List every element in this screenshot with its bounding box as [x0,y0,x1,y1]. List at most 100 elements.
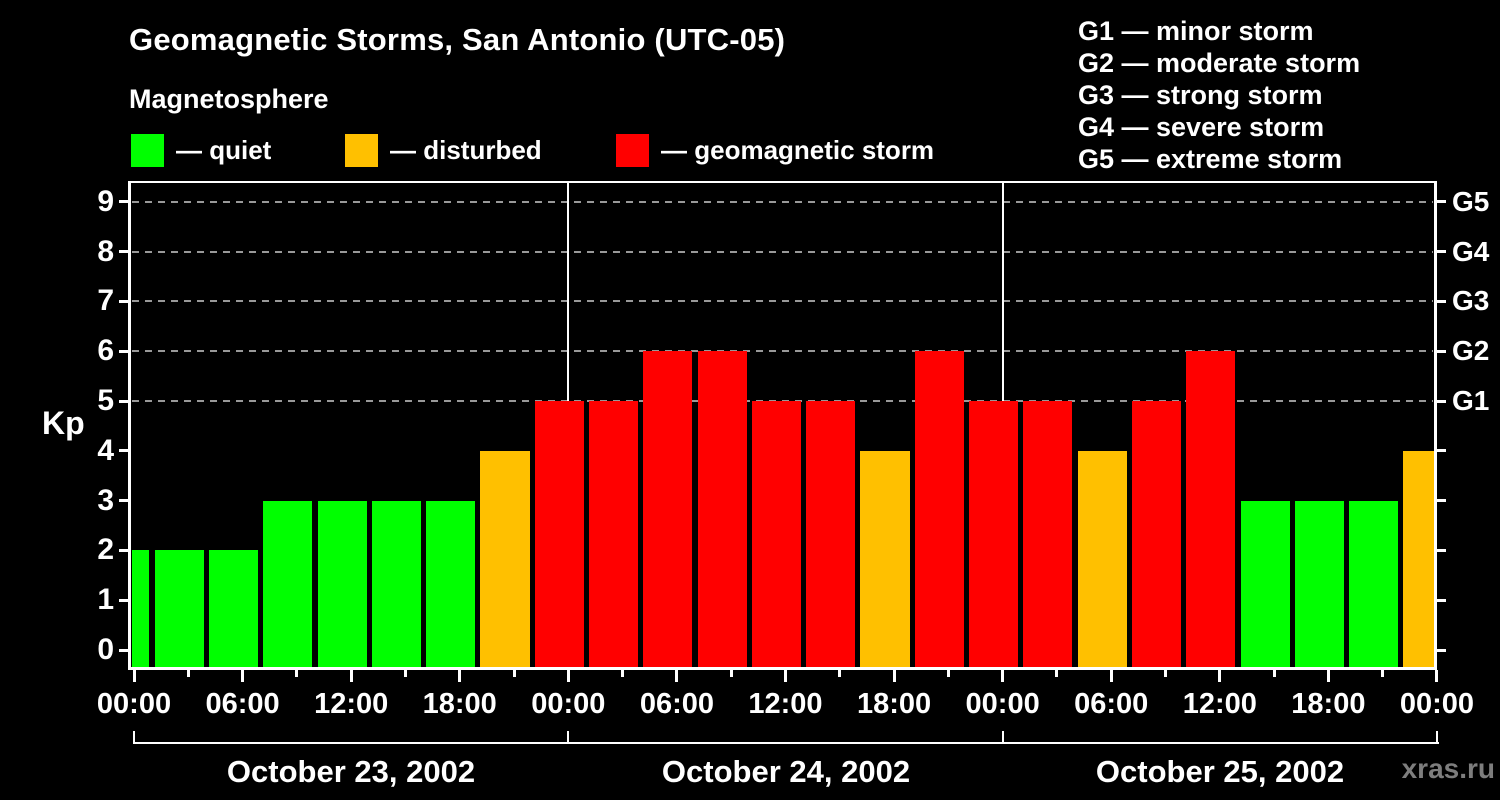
x-tick-label-30h: 06:00 [639,688,714,720]
kp-bar-8-disturbed [480,450,530,667]
date-label-oct23: October 23, 2002 [226,754,476,789]
kp-bar-21-storm [1186,351,1236,667]
y-tick-4 [119,449,129,453]
g-level-label-G5: G5 [1452,185,1490,217]
x-tick-57h [1164,670,1168,677]
x-tick-12h [349,670,353,682]
x-tick-24h [566,670,570,682]
right-tick-4 [1435,449,1446,453]
x-tick-30h [675,670,679,682]
x-tick-15h [403,670,407,677]
g3-legend-line: G3 — strong storm [1078,80,1323,110]
kp-bar-19-disturbed [1077,450,1127,667]
y-tick-label-3: 3 [97,483,114,517]
y-tick-1 [119,598,129,602]
right-tick-7 [1435,299,1446,303]
right-tick-6 [1435,349,1446,353]
legend-label-disturbed: — disturbed [390,135,542,165]
y-tick-9 [119,200,129,204]
x-tick-60h [1218,670,1222,682]
x-tick-33h [729,670,733,677]
x-tick-69h [1381,670,1385,677]
g-level-label-G1: G1 [1452,385,1490,416]
y-tick-label-5: 5 [97,384,114,417]
kp-bar-13-storm [751,401,801,667]
date-bracket-riser [1001,731,1004,744]
x-tick-39h [838,670,842,677]
y-tick-8 [119,250,129,254]
kp-bar-24-quiet [1349,500,1399,667]
kp-bar-18-storm [1023,401,1073,667]
kp-bar-23-quiet [1294,500,1344,667]
chart-subtitle: Magnetosphere [129,84,329,114]
kp-bar-16-storm [914,351,964,667]
kp-bar-20-storm [1131,401,1181,667]
x-tick-label-66h: 18:00 [1291,688,1366,720]
x-tick-6h [241,670,245,682]
disturbed-color-swatch [345,134,378,167]
x-tick-label-48h: 00:00 [965,688,1040,720]
x-tick-label-0h: 00:00 [96,688,172,720]
g-level-label-G2: G2 [1452,335,1490,367]
x-tick-18h [458,670,462,682]
x-tick-label-12h: 12:00 [314,688,389,720]
kp-bar-2-quiet [154,550,204,667]
y-tick-label-9: 9 [97,184,114,218]
x-tick-label-36h: 12:00 [748,688,823,720]
legend-item-disturbed: — disturbed [345,133,542,168]
kp-bar-1-quiet [132,550,150,667]
g2-legend-line: G2 — moderate storm [1078,48,1361,78]
right-tick-2 [1435,548,1446,552]
gridline-kp7 [132,300,1433,303]
kp-bar-15-disturbed [860,450,910,667]
date-label-oct24: October 24, 2002 [661,754,911,789]
kp-bar-11-storm [643,351,693,667]
right-axis-line [1434,181,1437,670]
y-tick-7 [119,299,129,303]
date-label-oct25: October 25, 2002 [1095,754,1345,789]
date-bracket-riser [567,731,570,744]
x-tick-36h [783,670,787,682]
x-tick-label-54h: 06:00 [1074,688,1149,720]
y-tick-3 [119,499,129,503]
right-tick-5 [1435,399,1446,403]
y-tick-6 [119,349,129,353]
kp-bar-14-storm [806,401,856,667]
g4-legend-line: G4 — severe storm [1078,112,1325,142]
x-tick-label-72h: 00:00 [1399,688,1475,720]
x-tick-51h [1055,670,1059,677]
x-tick-54h [1109,670,1113,682]
gridline-kp9 [132,200,1433,203]
y-axis-line [128,181,131,670]
x-tick-27h [621,670,625,677]
x-tick-72h [1435,670,1439,682]
x-tick-0h [132,670,136,682]
kp-bar-7-quiet [426,500,476,667]
x-tick-label-18h: 18:00 [422,688,497,720]
legend-item-storm: — geomagnetic storm [616,133,934,168]
chart-title: Geomagnetic Storms, San Antonio (UTC-05) [129,22,786,57]
legend-label-quiet: — quiet [176,135,272,165]
plot-top-border [128,181,1437,183]
kp-bar-9-storm [534,401,584,667]
kp-bar-3-quiet [208,550,259,667]
legend-label-storm: — geomagnetic storm [661,135,935,165]
g-scale-legend: G1 — minor storm G2 — moderate storm G3 … [1078,15,1360,175]
x-tick-label-60h: 12:00 [1182,688,1257,720]
x-tick-label-24h: 00:00 [531,688,606,720]
date-bracket-line [134,742,1439,744]
y-axis-title: Kp [42,405,85,441]
x-tick-label-42h: 18:00 [856,688,932,720]
x-tick-9h [295,670,299,677]
date-bracket-riser [1435,731,1438,744]
x-axis-line [128,667,1437,670]
y-tick-label-6: 6 [97,334,114,368]
legend-item-quiet: — quiet [131,133,271,168]
x-tick-63h [1272,670,1276,677]
x-tick-45h [946,670,950,677]
kp-bar-4-quiet [263,500,313,667]
y-tick-label-4: 4 [97,433,114,467]
right-tick-1 [1435,598,1446,602]
quiet-color-swatch [131,134,164,167]
kp-bar-22-quiet [1240,500,1290,667]
